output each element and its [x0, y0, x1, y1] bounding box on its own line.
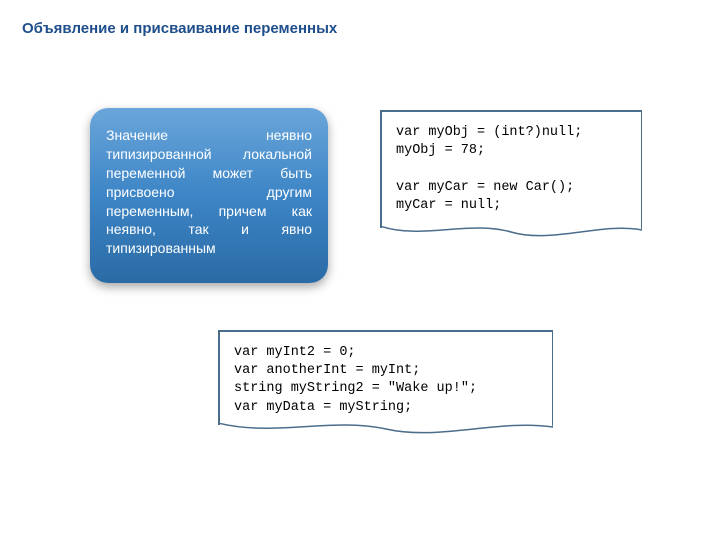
page-title: Объявление и присваивание переменных [22, 20, 337, 37]
torn-edge-icon [380, 226, 642, 242]
code-block-1-content: var myObj = (int?)null; myObj = 78; var … [380, 110, 642, 221]
info-callout: Значение неявно типизированной локальной… [90, 108, 328, 283]
torn-edge-icon [218, 423, 553, 439]
code-block-1: var myObj = (int?)null; myObj = 78; var … [380, 110, 642, 228]
code-block-2-content: var myInt2 = 0; var anotherInt = myInt; … [218, 330, 553, 423]
info-callout-text: Значение неявно типизированной локальной… [106, 127, 312, 256]
code-block-2: var myInt2 = 0; var anotherInt = myInt; … [218, 330, 553, 425]
